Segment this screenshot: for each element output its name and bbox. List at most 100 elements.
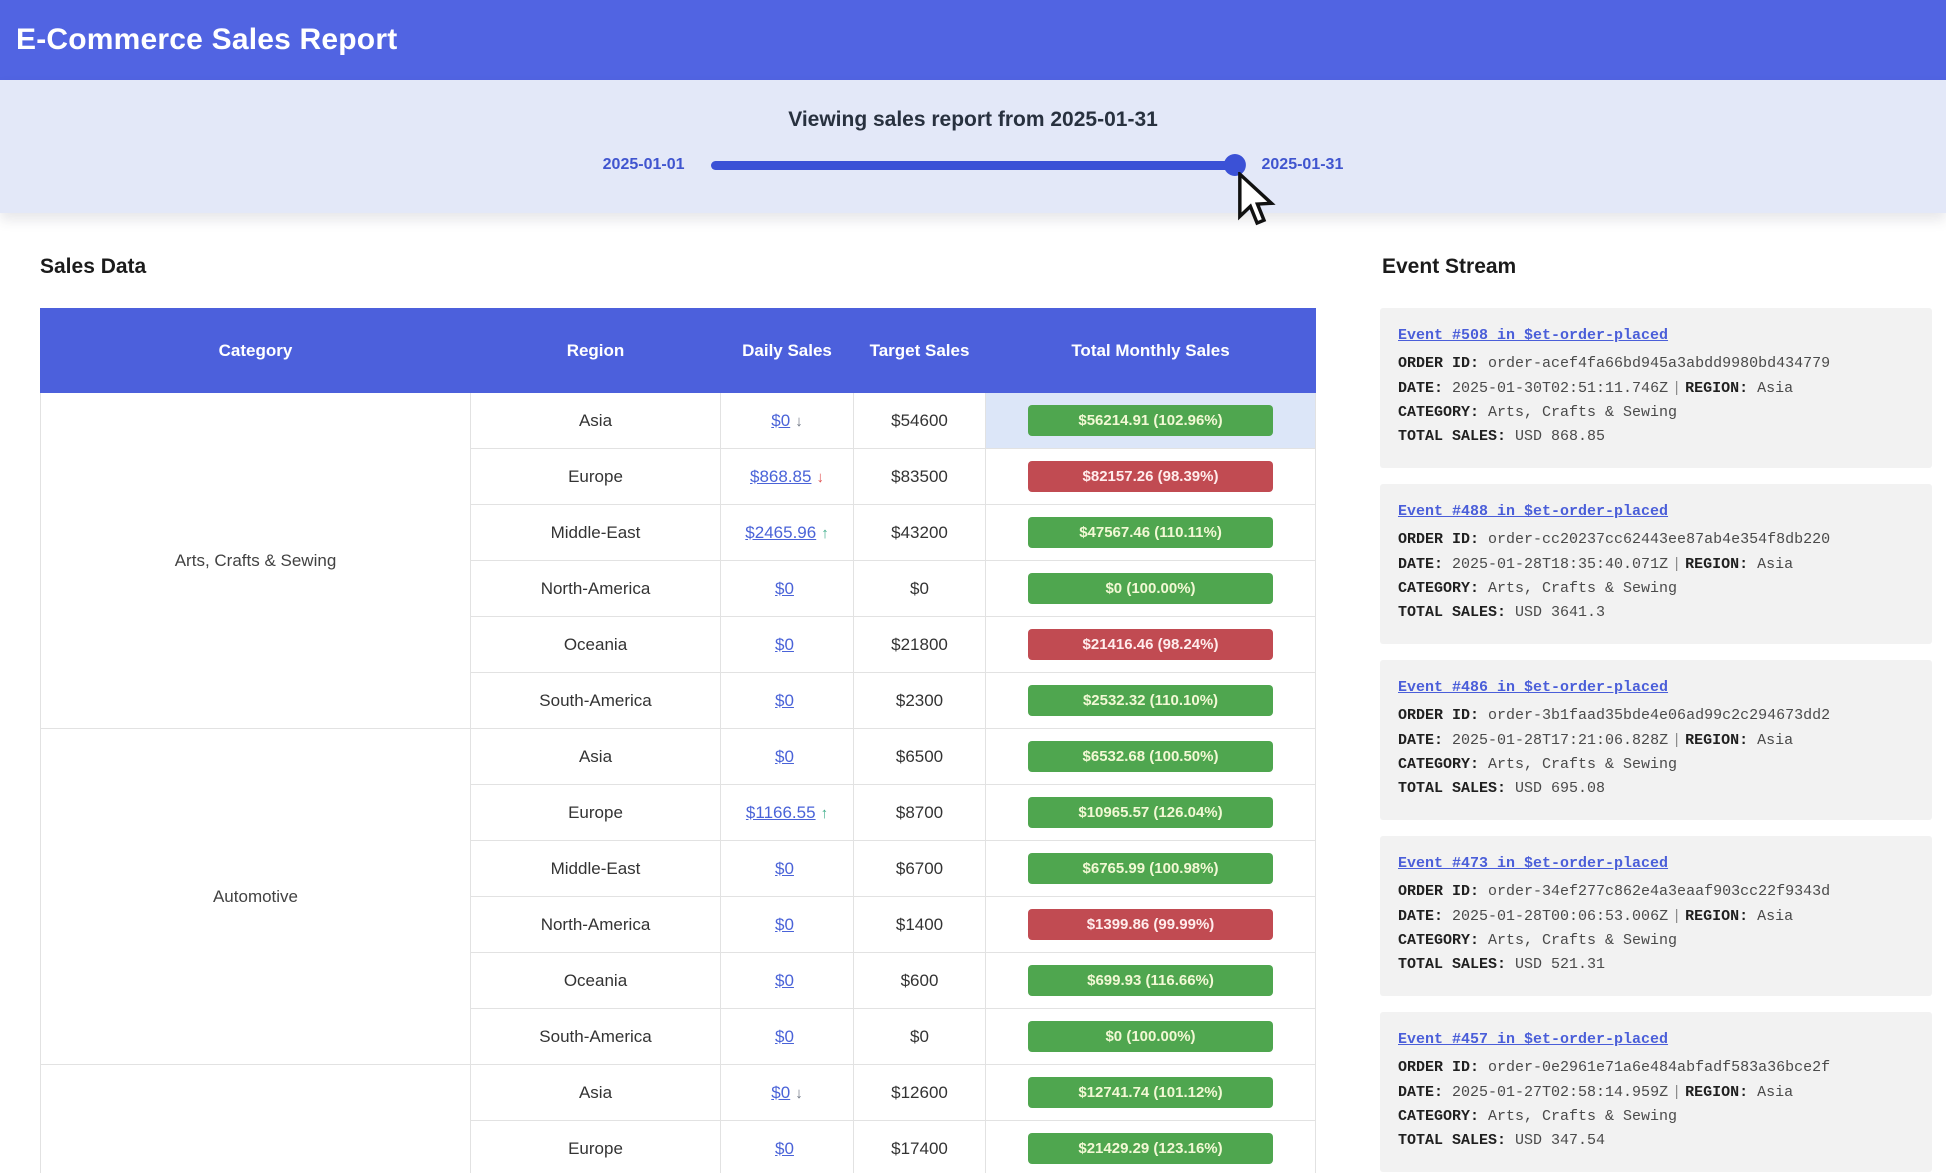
category-label: CATEGORY: (1398, 755, 1480, 773)
total-monthly-sales-cell: $21416.46 (98.24%) (985, 616, 1316, 673)
target-sales-cell: $54600 (853, 392, 986, 449)
date-value: 2025-01-30T02:51:11.746Z (1452, 379, 1669, 397)
daily-sales-cell: $0 (720, 840, 854, 897)
trend-arrow-icon: ↓ (795, 412, 803, 430)
region-value: Asia (1757, 379, 1794, 397)
daily-sales-link[interactable]: $0 (775, 690, 794, 710)
event-card: Event #457 in $et-order-placed ORDER ID:… (1380, 1012, 1932, 1172)
separator: | (1672, 1083, 1682, 1101)
event-card: Event #473 in $et-order-placed ORDER ID:… (1380, 836, 1932, 996)
total-sales-value: USD 521.31 (1515, 956, 1606, 974)
table-row: South-America $0 $0 $0 (100.00%) (41, 1008, 1316, 1065)
event-link[interactable]: Event #508 in $et-order-placed (1398, 327, 1669, 344)
separator: | (1672, 555, 1682, 573)
slider-track[interactable] (710, 161, 1236, 170)
region-cell: North-America (470, 896, 721, 953)
category-value: Arts, Crafts & Sewing (1488, 1107, 1678, 1125)
total-sales-value: USD 868.85 (1515, 428, 1606, 446)
total-monthly-sales-cell: $21429.29 (123.16%) (985, 1120, 1316, 1173)
event-card: Event #488 in $et-order-placed ORDER ID:… (1380, 484, 1932, 644)
col-header-total-monthly-sales: Total Monthly Sales (985, 308, 1316, 393)
target-sales-cell: $0 (853, 1008, 986, 1065)
event-link[interactable]: Event #457 in $et-order-placed (1398, 1031, 1669, 1048)
date-value: 2025-01-28T17:21:06.828Z (1452, 731, 1669, 749)
category-cell (40, 1064, 471, 1173)
target-sales-cell: $12600 (853, 1064, 986, 1121)
target-sales-cell: $17400 (853, 1120, 986, 1173)
daily-sales-link[interactable]: $0 (775, 914, 794, 934)
daily-sales-cell: $0 (720, 616, 854, 673)
daily-sales-link[interactable]: $0 (771, 1082, 791, 1102)
event-link[interactable]: Event #473 in $et-order-placed (1398, 855, 1669, 872)
trend-arrow-icon: ↓ (795, 1084, 803, 1102)
daily-sales-link[interactable]: $2465.96 (745, 522, 817, 542)
status-badge: $0 (100.00%) (1028, 573, 1273, 604)
region-label: REGION: (1685, 379, 1749, 397)
status-badge: $47567.46 (110.11%) (1028, 517, 1273, 548)
order-id-label: ORDER ID: (1398, 707, 1480, 725)
target-sales-cell: $0 (853, 560, 986, 617)
region-cell: Asia (470, 728, 721, 785)
status-badge: $6532.68 (100.50%) (1028, 741, 1273, 772)
order-id-value: order-34ef277c862e4a3eaaf903cc22f9343d (1488, 883, 1831, 901)
table-row: North-America $0 $1400 $1399.86 (99.99%) (41, 896, 1316, 953)
col-header-target-sales: Target Sales (853, 308, 986, 393)
region-cell: Europe (470, 784, 721, 841)
target-sales-cell: $43200 (853, 504, 986, 561)
event-link[interactable]: Event #486 in $et-order-placed (1398, 679, 1669, 696)
daily-sales-link[interactable]: $0 (775, 858, 794, 878)
date-label: DATE: (1398, 379, 1444, 397)
daily-sales-link[interactable]: $0 (775, 1138, 794, 1158)
slider-thumb[interactable] (1223, 154, 1246, 176)
total-monthly-sales-cell: $0 (100.00%) (985, 560, 1316, 617)
total-sales-label: TOTAL SALES: (1398, 956, 1507, 974)
event-stream: Event #508 in $et-order-placed ORDER ID:… (1380, 308, 1932, 1173)
page-title: E-Commerce Sales Report (16, 23, 398, 56)
region-label: REGION: (1685, 731, 1749, 749)
order-id-value: order-3b1faad35bde4e06ad99c2c294673dd2 (1488, 707, 1831, 725)
order-id-label: ORDER ID: (1398, 883, 1480, 901)
daily-sales-link[interactable]: $0 (775, 634, 794, 654)
slider-min-label: 2025-01-01 (602, 156, 685, 173)
date-slider[interactable] (710, 154, 1246, 176)
category-cell: Arts, Crafts & Sewing (40, 392, 471, 729)
event-stream-heading: Event Stream (1382, 255, 1517, 278)
daily-sales-cell: $0 (720, 672, 854, 729)
daily-sales-cell: $0 (720, 728, 854, 785)
target-sales-cell: $6500 (853, 728, 986, 785)
region-label: REGION: (1685, 1083, 1749, 1101)
table-row: North-America $0 $0 $0 (100.00%) (41, 560, 1316, 617)
daily-sales-link[interactable]: $0 (775, 970, 794, 990)
category-label: CATEGORY: (1398, 579, 1480, 597)
table-row: Middle-East $0 $6700 $6765.99 (100.98%) (41, 840, 1316, 897)
table-row: Oceania $0 $600 $699.93 (116.66%) (41, 952, 1316, 1009)
order-id-value: order-acef4fa66bd945a3abdd9980bd434779 (1488, 355, 1831, 373)
table-row: Europe $0 $17400 $21429.29 (123.16%) (41, 1120, 1316, 1173)
region-value: Asia (1757, 1083, 1794, 1101)
region-cell: South-America (470, 1008, 721, 1065)
sales-table: Category Region Daily Sales Target Sales… (40, 308, 1316, 1173)
total-monthly-sales-cell: $12741.74 (101.12%) (985, 1064, 1316, 1121)
daily-sales-link[interactable]: $0 (775, 746, 794, 766)
event-link[interactable]: Event #488 in $et-order-placed (1398, 503, 1669, 520)
total-sales-value: USD 347.54 (1515, 1132, 1606, 1150)
slider-max-label: 2025-01-31 (1261, 156, 1344, 173)
total-sales-label: TOTAL SALES: (1398, 428, 1507, 446)
daily-sales-link[interactable]: $1166.55 (745, 802, 816, 822)
daily-sales-link[interactable]: $0 (775, 578, 794, 598)
daily-sales-link[interactable]: $868.85 (750, 466, 812, 486)
order-id-value: order-cc20237cc62443ee87ab4e354f8db220 (1488, 531, 1831, 549)
region-label: REGION: (1685, 907, 1749, 925)
order-id-value: order-0e2961e71a6e484abfadf583a36bce2f (1488, 1059, 1831, 1077)
status-badge: $1399.86 (99.99%) (1028, 909, 1273, 940)
event-card: Event #508 in $et-order-placed ORDER ID:… (1380, 308, 1932, 468)
region-cell: Europe (470, 448, 721, 505)
table-row: Arts, Crafts & Sewing Asia $0 ↓ $54600 $5… (40, 392, 1316, 729)
date-label: DATE: (1398, 731, 1444, 749)
daily-sales-cell: $0 (720, 560, 854, 617)
status-badge: $21429.29 (123.16%) (1028, 1133, 1273, 1164)
region-cell: South-America (470, 672, 721, 729)
daily-sales-link[interactable]: $0 (775, 1026, 794, 1046)
daily-sales-link[interactable]: $0 (771, 410, 791, 430)
region-value: Asia (1757, 555, 1794, 573)
